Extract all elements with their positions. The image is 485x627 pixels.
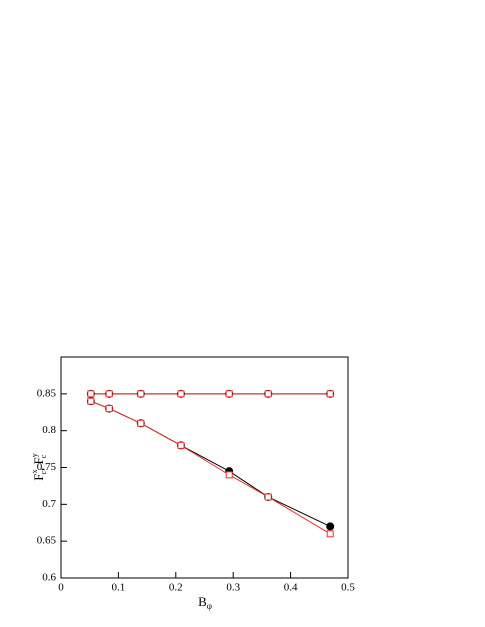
- point: [177, 390, 185, 398]
- point: [326, 522, 335, 531]
- x-tick-label: 0: [58, 582, 64, 594]
- y-tick-label: 0.85: [37, 387, 57, 399]
- point: [105, 405, 113, 413]
- y-label-part: F: [31, 474, 46, 481]
- point: [326, 530, 334, 538]
- x-tick-label: 0.5: [341, 582, 355, 594]
- y-axis-label: Fxc, Fyc: [30, 453, 48, 481]
- y-tick-label: 0.7: [42, 498, 56, 510]
- x-tick-label: 0.2: [169, 582, 183, 594]
- series-line: [90, 400, 331, 535]
- y-label-sub: c: [39, 471, 48, 475]
- point: [137, 419, 145, 427]
- point: [264, 390, 272, 398]
- x-label-main: B: [198, 594, 207, 609]
- y-label-part: , F: [31, 457, 46, 471]
- point: [137, 390, 145, 398]
- point: [177, 441, 185, 449]
- point: [225, 471, 233, 479]
- y-label-sub: c: [39, 454, 48, 458]
- x-label-sub: φ: [207, 601, 212, 611]
- point: [264, 493, 272, 501]
- y-tick-label: 0.8: [42, 424, 56, 436]
- x-tick-label: 0.1: [112, 582, 126, 594]
- y-label-sup: x: [30, 470, 39, 474]
- point: [225, 390, 233, 398]
- x-axis-label: Bφ: [198, 594, 212, 611]
- point: [105, 390, 113, 398]
- x-tick-label: 0.3: [226, 582, 240, 594]
- plot-frame: [60, 356, 349, 579]
- y-tick-label: 0.65: [37, 535, 57, 547]
- point: [87, 397, 95, 405]
- y-label-sup: y: [30, 453, 39, 457]
- point: [87, 390, 95, 398]
- y-tick-label: 0.6: [42, 572, 56, 584]
- y-tick-label: 0.75: [37, 461, 57, 473]
- x-tick-label: 0.4: [284, 582, 298, 594]
- point: [326, 390, 334, 398]
